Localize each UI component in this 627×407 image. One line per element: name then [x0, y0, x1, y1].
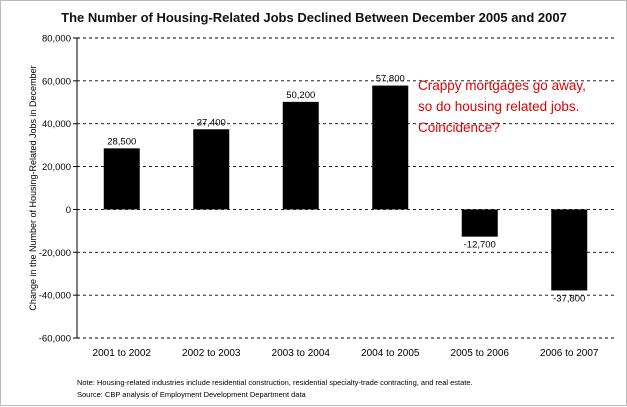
bar	[461, 209, 498, 237]
y-tick-label: -60,000	[39, 334, 71, 345]
bar	[551, 209, 588, 291]
data-labels: 28,500 37,400 50,200 57,800 -12,700 -37,800	[107, 74, 585, 305]
bar-value-label: -37,800	[553, 293, 585, 304]
axes: 80,000 60,000 40,000 20,000 0 -20,000 -40,000 -…	[39, 34, 599, 360]
chart-source: Source: CBP analysis of Employment Devel…	[77, 390, 307, 399]
bar-value-label: 57,800	[376, 74, 405, 85]
annotation-line-2: so do housing related jobs.	[418, 99, 579, 114]
y-tick-label: -40,000	[39, 291, 71, 302]
x-tick-label: 2002 to 2003	[182, 348, 241, 359]
x-tick-label: 2005 to 2006	[451, 348, 510, 359]
y-axis-label: Change in the Number of Housing-Related …	[28, 65, 38, 310]
bar	[282, 101, 319, 210]
y-tick-label: 20,000	[42, 162, 71, 173]
annotation-line-3: Coincidence?	[418, 120, 500, 135]
x-tick-label: 2006 to 2007	[540, 348, 599, 359]
bar	[372, 85, 409, 210]
y-tick-label: 0	[66, 205, 71, 216]
x-tick-label: 2003 to 2004	[272, 348, 331, 359]
bar-value-label: 37,400	[197, 117, 226, 128]
bar-value-label: -12,700	[464, 240, 496, 251]
x-tick-label: 2004 to 2005	[361, 348, 420, 359]
y-tick-label: -20,000	[39, 248, 71, 259]
annotation-line-1: Crappy mortgages go away,	[418, 78, 586, 93]
chart-note: Note: Housing-related industries include…	[77, 378, 473, 387]
bar-value-label: 50,200	[286, 90, 315, 101]
y-tick-label: 80,000	[42, 34, 71, 45]
bar-value-label: 28,500	[107, 136, 136, 147]
chart-title: The Number of Housing-Related Jobs Decli…	[61, 10, 567, 25]
bar	[193, 129, 230, 210]
bars	[103, 85, 588, 291]
y-tick-label: 40,000	[42, 119, 71, 130]
y-tick-label: 60,000	[42, 76, 71, 87]
annotation: Crappy mortgages go away, so do housing …	[418, 78, 586, 135]
x-tick-label: 2001 to 2002	[93, 348, 152, 359]
bar	[103, 148, 140, 210]
